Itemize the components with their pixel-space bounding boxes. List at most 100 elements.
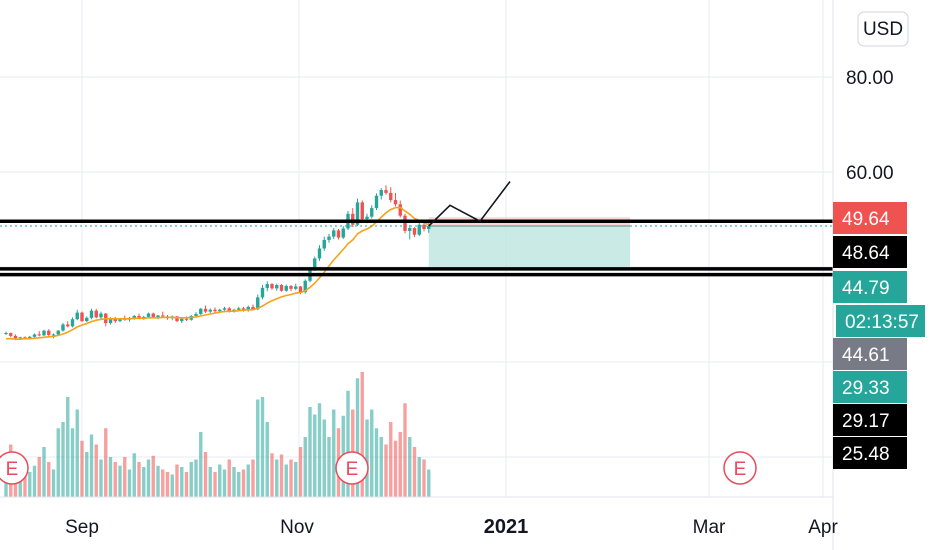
candle-body xyxy=(156,315,160,318)
candle-body xyxy=(403,215,407,231)
volume-bar xyxy=(398,432,402,497)
volume-bar xyxy=(66,397,70,497)
earnings-marker-label: E xyxy=(6,459,19,480)
candle-body xyxy=(137,315,141,319)
price-tag-label: 29.17 xyxy=(842,411,890,432)
earnings-marker-1[interactable]: E xyxy=(335,451,369,485)
time-axis[interactable]: Sep Nov 2021 Mar Apr xyxy=(65,516,838,538)
volume-bar xyxy=(279,454,284,497)
candle-body xyxy=(336,230,341,238)
volume-bar xyxy=(365,419,369,497)
candle-body xyxy=(47,330,51,335)
volume-bar xyxy=(208,467,212,497)
candle-body xyxy=(42,330,46,336)
candle-body xyxy=(298,286,303,293)
candle-body xyxy=(370,208,374,217)
volume-bar xyxy=(294,462,298,497)
projection-path[interactable] xyxy=(428,181,511,227)
candle-body xyxy=(146,313,151,317)
price-tag-4: 44.61 xyxy=(833,338,907,370)
candle-body xyxy=(194,314,198,316)
time-axis-tick-4: Apr xyxy=(808,517,838,538)
candle-body xyxy=(227,308,231,312)
horizontal-levels[interactable] xyxy=(0,219,833,277)
volume-bar xyxy=(146,459,151,497)
price-tag-label: 02:13:57 xyxy=(845,312,919,333)
candle-body xyxy=(4,333,8,335)
volume-bar xyxy=(332,409,336,497)
candle-body xyxy=(51,334,56,336)
candle-body xyxy=(199,308,203,315)
candle-body xyxy=(408,228,412,231)
volume-bar xyxy=(222,469,227,497)
candle-body xyxy=(332,230,336,237)
volume-bar xyxy=(56,428,60,497)
volume-bar xyxy=(346,390,350,497)
volume-bar xyxy=(132,453,136,497)
volume-bar xyxy=(427,469,431,497)
volume-bar xyxy=(99,459,103,497)
candle-body xyxy=(208,309,212,312)
candle-body xyxy=(313,258,317,269)
earnings-marker-2[interactable]: E xyxy=(723,451,757,485)
price-axis[interactable]: 80.00 60.00 xyxy=(846,68,894,184)
candle-body xyxy=(398,204,402,216)
price-tag-label: 48.64 xyxy=(842,243,890,264)
volume-bar xyxy=(118,465,122,497)
volume-bar xyxy=(108,457,113,497)
time-axis-tick-3: Mar xyxy=(693,517,726,538)
currency-button[interactable]: USD xyxy=(857,11,909,47)
candle-body xyxy=(94,310,98,318)
candle-body xyxy=(222,308,227,310)
candle-body xyxy=(270,284,274,289)
volume-bar xyxy=(23,474,27,497)
volume-bar xyxy=(42,447,46,497)
volume-bar xyxy=(194,459,198,497)
earnings-marker-0[interactable]: E xyxy=(0,451,29,485)
candle-body xyxy=(132,315,136,318)
volume-bar xyxy=(313,414,317,497)
candle-body xyxy=(246,306,250,311)
volume-bar xyxy=(251,459,255,497)
candle-body xyxy=(161,315,165,317)
target-zone[interactable] xyxy=(428,225,630,267)
candle-body xyxy=(113,318,117,322)
volume-bar xyxy=(412,447,417,497)
candle-body xyxy=(379,190,383,196)
volume-bar xyxy=(184,472,189,497)
volume-bar xyxy=(308,407,312,497)
candle-body xyxy=(70,319,75,327)
candle-body xyxy=(99,313,103,318)
candle-body xyxy=(61,324,65,331)
candle-body xyxy=(256,297,260,310)
candlestick-series xyxy=(4,185,431,341)
volume-bar xyxy=(113,462,117,497)
price-tag-0: 49.64 xyxy=(833,202,907,234)
volume-bar xyxy=(70,428,75,497)
price-tag-5: 29.33 xyxy=(833,371,907,403)
candle-body xyxy=(265,284,269,288)
candle-body xyxy=(80,312,84,322)
volume-bar xyxy=(199,432,203,497)
volume-bar xyxy=(218,464,222,497)
currency-label: USD xyxy=(863,19,903,40)
candle-body xyxy=(355,202,360,225)
volume-bar xyxy=(47,462,51,497)
candle-body xyxy=(184,318,189,320)
candle-body xyxy=(341,228,345,238)
volume-bar xyxy=(180,467,184,497)
volume-bar xyxy=(360,372,364,497)
volume-bar xyxy=(232,467,236,497)
position-tool[interactable] xyxy=(428,217,630,267)
candle-body xyxy=(28,336,32,339)
volume-bar xyxy=(284,464,288,497)
candle-body xyxy=(327,236,331,240)
volume-bar xyxy=(403,403,407,497)
volume-bar xyxy=(189,462,193,497)
volume-bar xyxy=(61,422,65,497)
volume-bar xyxy=(156,465,160,497)
price-tag-7: 25.48 xyxy=(833,437,907,469)
volume-bar xyxy=(89,434,94,497)
